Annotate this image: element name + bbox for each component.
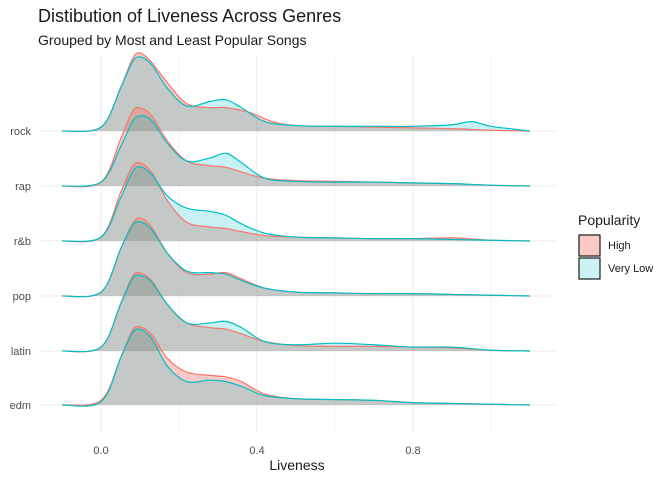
ridge-densities	[61, 52, 531, 407]
x-tick-label: 0.0	[93, 445, 108, 457]
legend: Popularity High Very Low	[578, 212, 653, 280]
x-axis-label: Liveness	[269, 457, 324, 473]
ridge-group-rap	[61, 106, 531, 188]
density-line-very-low	[61, 274, 531, 353]
ridge-group-latin	[61, 271, 531, 353]
ridge-group-rock	[61, 52, 531, 133]
x-tick-label: 0.8	[405, 445, 420, 457]
ridge-group-rnb	[61, 161, 531, 243]
ridge-group-pop	[61, 217, 531, 298]
chart-title: Distibution of Liveness Across Genres	[38, 6, 341, 26]
ridge-group-edm	[61, 325, 531, 407]
density-line-very-low	[61, 220, 531, 298]
y-tick-labels: edm latin pop r&b rap rock	[10, 126, 32, 412]
legend-swatch-high	[578, 234, 601, 257]
legend-title: Popularity	[578, 212, 640, 228]
chart-subtitle: Grouped by Most and Least Popular Songs	[38, 32, 307, 48]
density-area-very-low	[62, 221, 530, 297]
density-line-very-low	[61, 56, 531, 133]
density-area-very-low	[62, 166, 530, 242]
x-tick-label: 0.4	[249, 445, 264, 457]
y-tick-label: edm	[10, 400, 31, 412]
density-line-very-low	[61, 115, 531, 187]
x-tick-labels: 0.0 0.4 0.8	[93, 445, 420, 457]
density-line-very-low	[61, 328, 531, 407]
legend-label-very-low: Very Low	[608, 263, 653, 275]
density-line-high	[61, 52, 531, 133]
y-tick-label: r&b	[14, 236, 31, 248]
density-area-high	[62, 52, 530, 132]
density-area-very-low	[62, 115, 530, 187]
y-tick-label: pop	[13, 291, 31, 303]
density-area-very-low	[62, 275, 530, 352]
density-area-high	[62, 107, 530, 187]
density-area-high	[62, 326, 530, 406]
legend-label-high: High	[608, 240, 631, 252]
y-tick-label: rap	[15, 181, 31, 193]
density-area-very-low	[62, 328, 530, 407]
density-line-very-low	[61, 166, 531, 243]
legend-swatch-very-low	[578, 257, 601, 280]
y-tick-label: rock	[10, 126, 31, 138]
y-tick-label: latin	[11, 346, 31, 358]
density-area-very-low	[62, 56, 530, 132]
density-area-high	[62, 272, 530, 352]
density-area-high	[62, 162, 530, 242]
density-area-high	[62, 217, 530, 297]
